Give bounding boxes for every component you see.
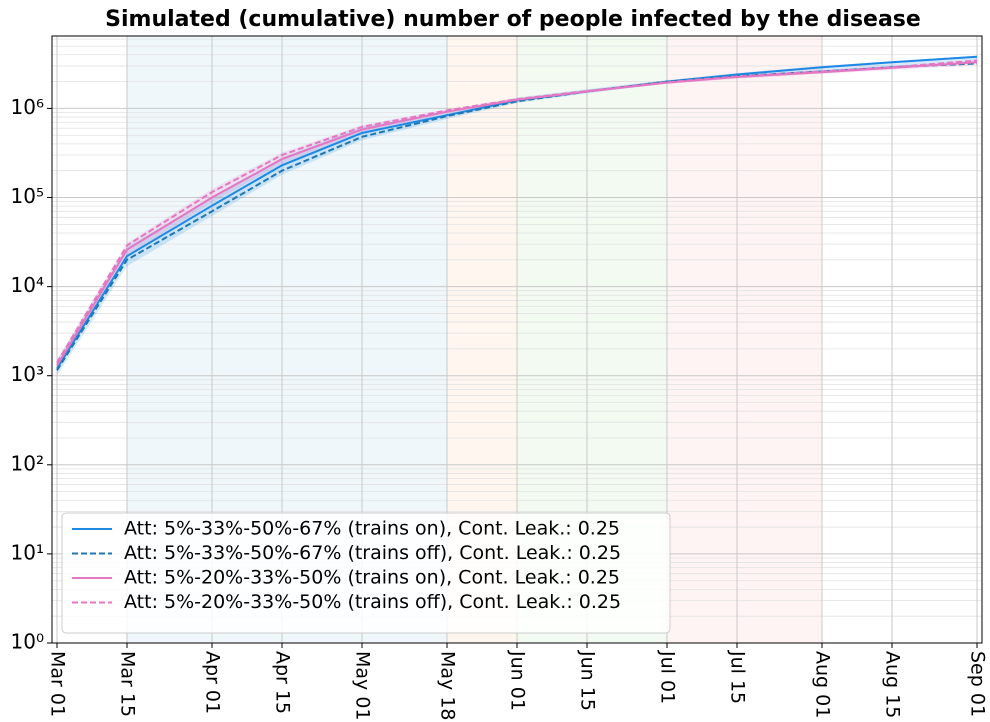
x-tick-label: Jul 15 bbox=[727, 650, 749, 704]
legend-box bbox=[61, 512, 671, 634]
legend-label: Att: 5%-20%-33%-50% (trains off), Cont. … bbox=[124, 591, 621, 613]
y-tick-label: 10¹ bbox=[11, 540, 44, 564]
legend-label: Att: 5%-20%-33%-50% (trains on), Cont. L… bbox=[124, 567, 620, 589]
x-tick-label: Jul 01 bbox=[657, 650, 679, 704]
x-tick-label: May 18 bbox=[437, 651, 459, 721]
y-tick-label: 10³ bbox=[11, 362, 44, 386]
legend-label: Att: 5%-33%-50%-67% (trains on), Cont. L… bbox=[124, 518, 620, 540]
y-tick-label: 10⁶ bbox=[11, 95, 44, 119]
x-tick-label: Jun 15 bbox=[577, 650, 599, 711]
phase-span bbox=[667, 36, 822, 643]
x-tick-label: Aug 01 bbox=[812, 651, 834, 718]
y-tick-label: 10⁰ bbox=[11, 630, 44, 654]
legend-label: Att: 5%-33%-50%-67% (trains off), Cont. … bbox=[124, 542, 621, 564]
x-tick-label: Jun 01 bbox=[507, 650, 529, 711]
y-tick-label: 10⁴ bbox=[11, 273, 44, 297]
chart-title: Simulated (cumulative) number of people … bbox=[105, 7, 921, 32]
y-tick-label: 10⁵ bbox=[11, 184, 44, 208]
x-tick-label: May 01 bbox=[352, 651, 374, 721]
x-tick-label: Sep 01 bbox=[967, 651, 989, 717]
x-tick-label: Mar 15 bbox=[117, 651, 139, 717]
x-tick-label: Mar 01 bbox=[47, 651, 69, 717]
plot-lines bbox=[56, 55, 978, 376]
series-line bbox=[56, 59, 978, 364]
x-tick-label: Aug 15 bbox=[882, 651, 904, 718]
x-tick-label: Apr 15 bbox=[272, 651, 294, 714]
plot-frame bbox=[51, 35, 983, 644]
series-line bbox=[56, 62, 978, 371]
x-tick-label: Apr 01 bbox=[202, 651, 224, 714]
y-tick-label: 10² bbox=[11, 451, 44, 475]
